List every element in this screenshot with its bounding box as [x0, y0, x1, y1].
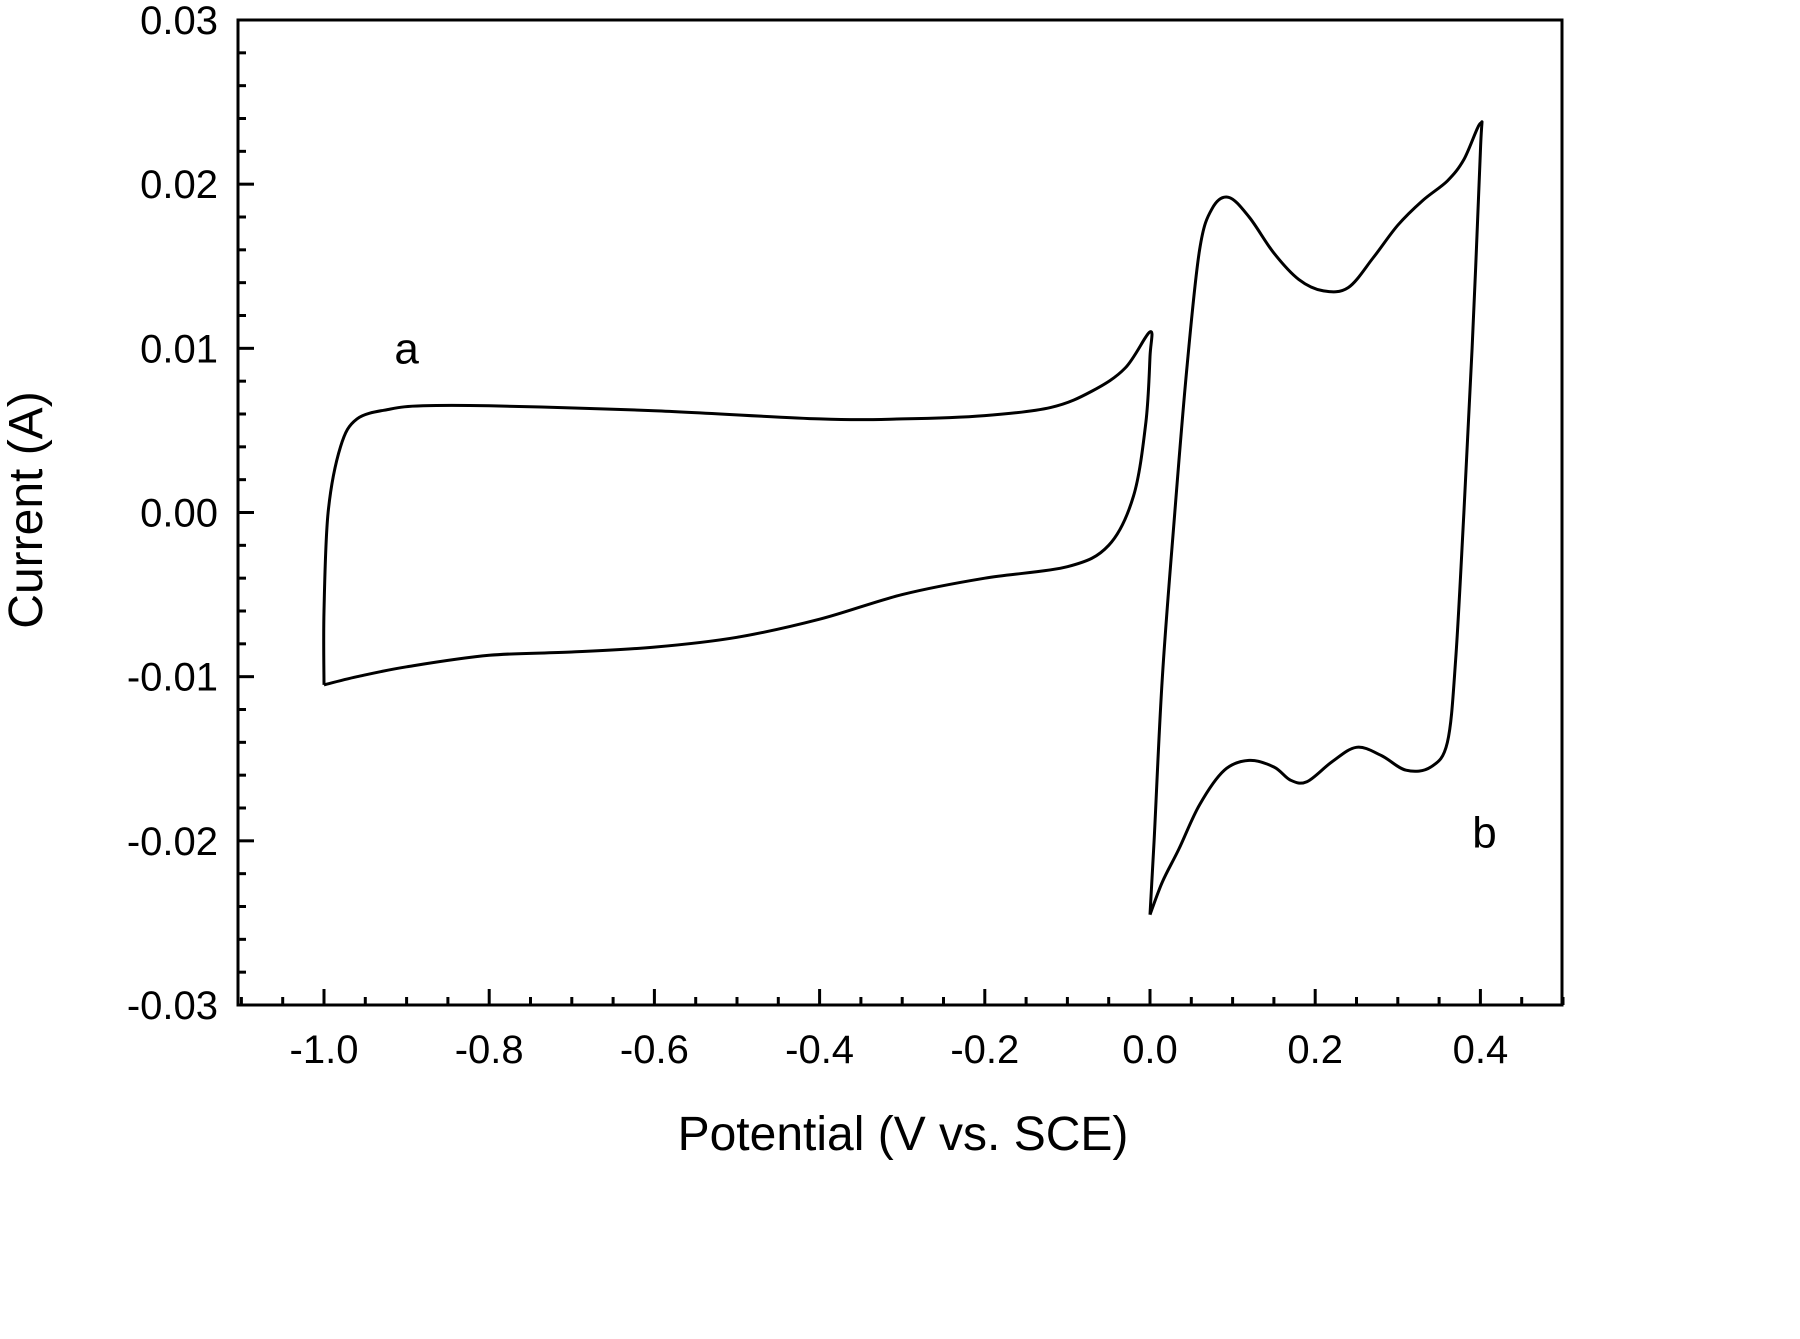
x-tick-label: -0.4: [785, 1028, 854, 1072]
curve-a: [322, 330, 1154, 687]
y-tick-label: -0.03: [127, 984, 218, 1028]
y-tick-label: 0.02: [140, 163, 218, 207]
plot-frame: [236, 18, 1564, 1007]
cyclic-voltammogram-chart: -1.0 -0.8 -0.6 -0.4 -0.2 0.0 0.2 0.4 0.030.020.…: [0, 0, 1565, 1161]
x-axis-title: Potential (V vs. SCE): [678, 1108, 1129, 1161]
y-tick-label: -0.02: [127, 820, 218, 864]
curve-b: [1148, 120, 1484, 916]
y-tick-label: 0.00: [140, 492, 218, 536]
curve-labels: ab: [394, 324, 1496, 857]
x-tick-label: -0.8: [455, 1028, 524, 1072]
x-tick-label: -1.0: [290, 1028, 359, 1072]
x-tick-label: 0.2: [1287, 1028, 1343, 1072]
y-axis-title: Current (A): [0, 391, 53, 628]
x-tick-label: -0.2: [950, 1028, 1019, 1072]
x-tick-label: 0.0: [1122, 1028, 1178, 1072]
data-curves: [322, 120, 1484, 916]
x-axis-ticks: -1.0 -0.8 -0.6 -0.4 -0.2 0.0 0.2 0.4: [239, 989, 1565, 1072]
curve-label-b: b: [1472, 809, 1496, 858]
x-tick-label: -0.6: [620, 1028, 689, 1072]
y-tick-label: 0.01: [140, 327, 218, 371]
plot-border: [236, 18, 1564, 1007]
curve-label-a: a: [394, 324, 419, 373]
x-tick-label: 0.4: [1453, 1028, 1509, 1072]
y-tick-label: -0.01: [127, 656, 218, 700]
y-tick-label: 0.03: [140, 0, 218, 43]
y-axis-ticks: 0.03 0.02 0.01 0.00 -0.01 -0.02 -0.03: [127, 0, 254, 1028]
